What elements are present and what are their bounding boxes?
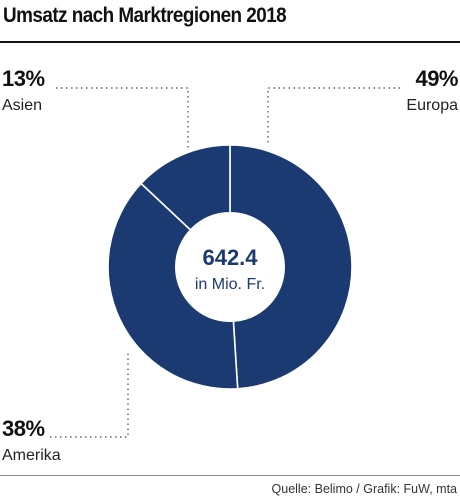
- leader-europa: [267, 87, 400, 146]
- region-label-europa: Europa: [406, 97, 458, 114]
- slice-amerika: [107, 182, 239, 390]
- donut-chart: 642.4 in Mio. Fr.: [50, 87, 400, 438]
- leader-amerika: [50, 350, 129, 438]
- pct-label-asien: 13%: [2, 66, 45, 91]
- pct-label-europa: 49%: [415, 66, 458, 91]
- region-label-amerika: Amerika: [2, 447, 61, 464]
- donut-slices: [107, 144, 353, 390]
- source-note: Quelle: Belimo / Grafik: FuW, mta: [271, 482, 457, 496]
- center-value: 642.4: [202, 245, 258, 270]
- leader-asien: [56, 87, 189, 148]
- source-rule: [0, 475, 460, 476]
- chart-title: Umsatz nach Marktregionen 2018: [3, 4, 287, 27]
- center-unit: in Mio. Fr.: [195, 276, 265, 293]
- leader-lines: [50, 87, 400, 438]
- region-label-asien: Asien: [2, 97, 43, 114]
- slice-europa: [229, 144, 353, 390]
- pct-label-amerika: 38%: [2, 416, 45, 441]
- donut-center: [175, 212, 285, 322]
- title-rule: [0, 41, 460, 43]
